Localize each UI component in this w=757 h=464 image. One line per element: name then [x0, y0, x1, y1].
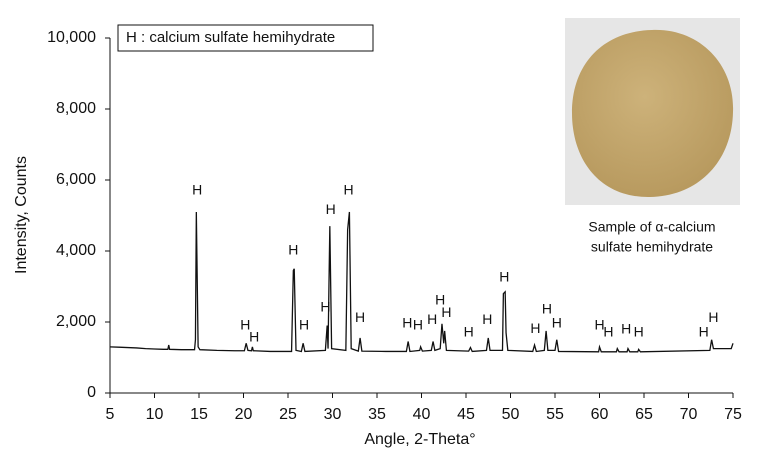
x-tick-label: 70	[680, 406, 698, 423]
x-tick-label: 30	[324, 406, 342, 423]
y-axis-label: Intensity, Counts	[13, 156, 30, 274]
x-tick-label: 25	[279, 406, 297, 423]
peak-label: H	[427, 311, 437, 327]
x-tick-label: 55	[546, 406, 564, 423]
peak-label: H	[320, 299, 330, 315]
x-tick-label: 45	[457, 406, 475, 423]
x-tick-label: 35	[368, 406, 386, 423]
legend-note: H : calcium sulfate hemihydrate	[126, 29, 335, 46]
x-tick-label: 10	[146, 406, 164, 423]
peak-label: H	[402, 314, 412, 330]
x-axis-label: Angle, 2-Theta°	[364, 431, 475, 448]
peak-label: H	[435, 291, 445, 307]
data-line	[109, 211, 734, 353]
peak-label: H	[343, 181, 353, 197]
x-tick-label: 65	[635, 406, 653, 423]
photo-caption: sulfate hemihydrate	[591, 239, 713, 255]
peak-label: H	[326, 201, 336, 217]
peak-label: H	[249, 329, 259, 345]
peak-label: H	[499, 268, 509, 284]
y-tick-label: 6,000	[56, 171, 96, 188]
peak-label: H	[552, 314, 562, 330]
peak-label: H	[708, 309, 718, 325]
legend-box	[117, 24, 374, 52]
peak-label: H	[192, 181, 202, 197]
peak-label: H	[530, 320, 540, 336]
peak-label: H	[355, 309, 365, 325]
y-tick-label: 2,000	[56, 313, 96, 330]
y-tick-label: 10,000	[47, 29, 96, 46]
x-tick-label: 75	[724, 406, 742, 423]
y-tick-label: 4,000	[56, 242, 96, 259]
peak-label: H	[634, 323, 644, 339]
peak-label: H	[288, 242, 298, 258]
x-tick-label: 40	[413, 406, 431, 423]
x-tick-label: 60	[591, 406, 609, 423]
peak-label: H	[603, 323, 613, 339]
photo-caption: Sample of α-calcium	[588, 219, 715, 235]
y-tick-label: 0	[87, 384, 96, 401]
x-tick-label: 50	[502, 406, 520, 423]
peak-label: H	[594, 316, 604, 332]
x-tick-label: 20	[235, 406, 253, 423]
peak-label: H	[621, 321, 631, 337]
peak-label: H	[240, 316, 250, 332]
x-tick-label: 15	[190, 406, 208, 423]
peak-label: H	[413, 316, 423, 332]
x-tick-label: 5	[106, 406, 115, 423]
peak-label: H	[464, 323, 474, 339]
peak-label: H	[441, 304, 451, 320]
y-tick-label: 8,000	[56, 100, 96, 117]
peak-label: H	[542, 300, 552, 316]
peak-label: H	[482, 311, 492, 327]
powder-sample	[572, 29, 734, 198]
peak-label: H	[699, 323, 709, 339]
peak-label: H	[299, 316, 309, 332]
